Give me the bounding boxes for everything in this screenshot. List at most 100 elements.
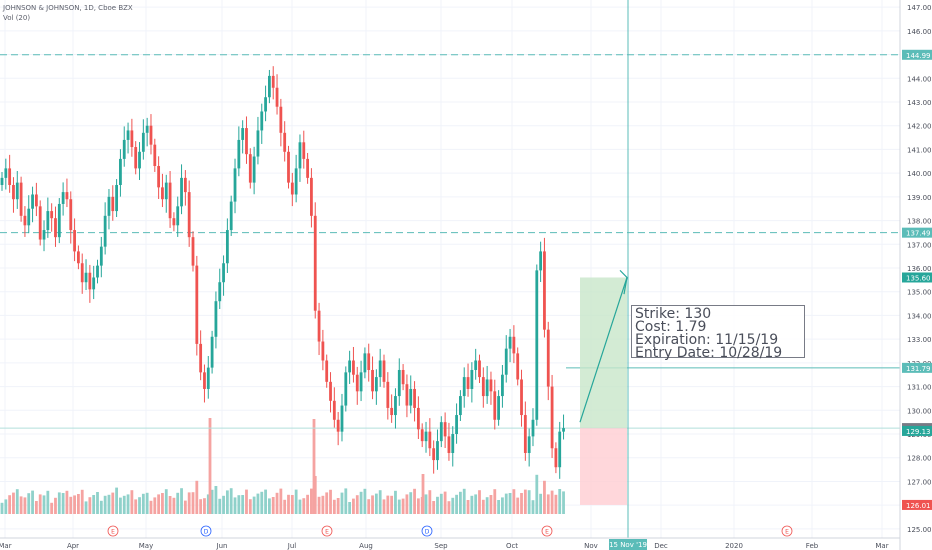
candle-body — [374, 377, 378, 392]
volume-bar — [397, 499, 401, 514]
candle-body — [134, 147, 138, 169]
x-tick-label: Feb — [806, 542, 819, 550]
candle-body — [497, 396, 500, 420]
candle-body — [283, 132, 287, 152]
volume-bar — [77, 494, 80, 514]
volume-bar — [478, 490, 481, 514]
candle-body — [546, 329, 550, 387]
volume-bar — [421, 474, 425, 514]
candle-body — [336, 419, 340, 432]
candle-body — [344, 372, 348, 406]
risk-reward-zones — [579, 269, 628, 505]
volume-bar — [92, 495, 96, 514]
x-tick-label: 2020 — [725, 542, 743, 550]
candle-body — [225, 230, 229, 264]
date-label-bg — [609, 539, 647, 550]
volume-bar — [470, 495, 474, 514]
candle-body — [271, 75, 275, 88]
candle-body — [382, 360, 386, 382]
volume-bar — [367, 499, 371, 514]
volume-bar — [61, 493, 65, 514]
candle-body — [73, 230, 76, 252]
volume-bar — [424, 494, 428, 514]
candle-body — [153, 144, 157, 167]
volume-bar — [134, 499, 138, 514]
candle-body — [416, 407, 420, 430]
candle-body — [42, 230, 46, 240]
volume-bar — [329, 489, 332, 514]
candle-body — [313, 215, 317, 311]
y-tick-label: 136.00 — [907, 265, 932, 273]
chart-legend: JOHNSON & JOHNSON, 1D, Cboe BZX Vol (20) — [3, 3, 133, 23]
trade-annotation[interactable]: Strike: 130 Cost: 1.79 Expiration: 11/15… — [631, 305, 805, 360]
candle-body — [19, 182, 23, 216]
candle-body — [241, 128, 245, 140]
candle-body — [550, 386, 554, 449]
volume-bar — [382, 499, 386, 514]
volume-bar — [15, 489, 19, 514]
candle-body — [516, 353, 520, 380]
volume-bar — [554, 494, 558, 514]
volume-bar — [501, 497, 504, 514]
price-label-bg — [902, 49, 932, 60]
volume-bar — [180, 488, 183, 514]
candle-body — [0, 177, 4, 185]
volume-bar — [164, 489, 168, 514]
expiration-text: Expiration: 11/15/19 — [635, 332, 779, 348]
volume-bar — [550, 490, 554, 514]
volume-bar — [344, 488, 348, 514]
candle-body — [562, 428, 565, 432]
event-marker — [107, 525, 119, 537]
price-labels: 144.99137.49135.60131.79129.25129.13126.… — [609, 49, 932, 550]
volume-bar — [241, 495, 245, 514]
x-tick-label: Nov — [584, 542, 598, 550]
volume-bar — [485, 497, 489, 514]
volume-bar — [355, 495, 359, 514]
volume-bar — [363, 488, 367, 514]
candle-body — [214, 301, 218, 337]
y-tick-label: 139.00 — [907, 194, 932, 202]
candle-body — [199, 343, 203, 373]
candle-body — [413, 388, 416, 408]
candle-body — [520, 379, 523, 416]
volume-bar — [516, 497, 520, 514]
volume-bar — [459, 491, 462, 514]
candle-body — [34, 194, 38, 207]
volume-bar — [122, 495, 126, 514]
volume-bar — [321, 495, 325, 514]
event-marker-label: E — [785, 529, 789, 536]
candle-body — [455, 415, 458, 435]
candle-body — [462, 377, 466, 397]
volume-bar — [225, 490, 229, 514]
candle-body — [527, 436, 531, 453]
candle-body — [290, 182, 294, 195]
candle-body — [539, 251, 543, 271]
candle-body — [504, 348, 508, 375]
volume-bar — [489, 495, 493, 514]
candle-body — [180, 177, 183, 207]
event-marker — [200, 525, 212, 537]
event-marker — [421, 525, 433, 537]
x-tick-label: Sep — [434, 542, 448, 550]
volume-bar — [279, 488, 283, 514]
volume-bar — [229, 488, 233, 514]
candle-body — [405, 384, 409, 406]
volume-bar — [520, 493, 523, 514]
volume-bar — [46, 490, 50, 514]
candle-body — [501, 374, 504, 397]
candle-body — [275, 87, 279, 107]
volume-bar — [191, 492, 195, 514]
volume-bar — [50, 502, 54, 514]
x-tick-label: May — [139, 542, 153, 550]
price-label: 129.13 — [906, 428, 931, 436]
candle-body — [260, 111, 264, 131]
y-tick-label: 141.00 — [907, 146, 932, 154]
price-label: 131.79 — [906, 365, 931, 373]
candle-body — [145, 125, 149, 133]
volume-bar — [222, 495, 225, 514]
candle-body — [206, 367, 210, 389]
volume-bar — [535, 474, 539, 514]
y-tick-label: 144.00 — [907, 75, 932, 83]
candle-body — [80, 263, 84, 283]
